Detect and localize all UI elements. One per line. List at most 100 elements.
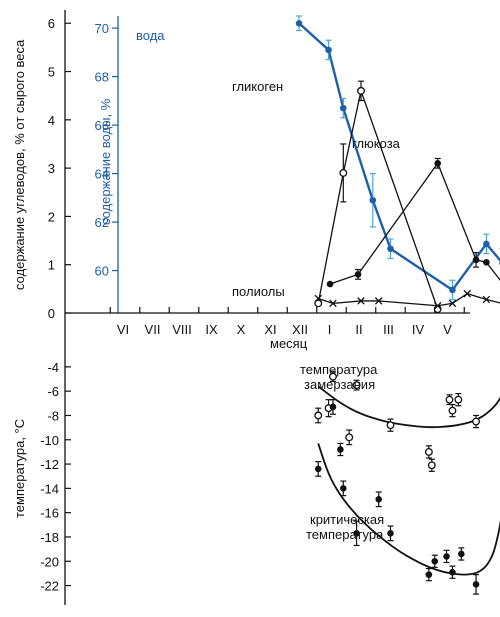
data-point-freezing	[424, 447, 433, 456]
data-point-glycogen	[314, 299, 323, 308]
x-tick-label: X	[237, 322, 246, 337]
y-axis-label-left: содержание углеводов, % от сырого веса	[12, 39, 27, 290]
data-point-polyols	[463, 289, 471, 298]
series-label-freezing-line1: температура	[300, 362, 378, 377]
data-point-polyols	[357, 297, 365, 305]
y-tick-label-right: 70	[95, 21, 109, 36]
data-point-water	[483, 240, 490, 248]
data-point-glucose	[326, 280, 334, 288]
y-tick-label-right: 68	[95, 70, 109, 85]
x-tick-label: V	[443, 322, 452, 337]
data-point-glycogen	[339, 169, 348, 177]
data-point-polyols-stroke	[433, 301, 442, 310]
trend-curve-critical	[317, 443, 500, 576]
series-label-polyols: полиолы	[232, 284, 285, 299]
data-point-water	[449, 286, 456, 294]
y-tick-label-temperature: -10	[40, 433, 59, 448]
series-label-critical-line2: температура	[306, 527, 384, 542]
data-point-polyols	[448, 299, 457, 308]
data-point-freezing	[445, 395, 454, 404]
data-point-glucose	[483, 258, 490, 266]
y-axis-label-temperature: температура, °С	[12, 419, 27, 518]
x-tick-label: IV	[412, 322, 425, 337]
x-tick-label: IX	[205, 322, 218, 337]
x-tick-label: II	[355, 322, 362, 337]
data-point-water	[325, 46, 332, 54]
series-label-glycogen: гликоген	[232, 79, 283, 94]
data-point-critical	[340, 485, 347, 492]
series-label-critical-line1: критическая	[310, 512, 384, 527]
data-point-glucose	[354, 271, 362, 278]
data-point-freezing	[448, 406, 457, 415]
data-point-glucose	[472, 256, 480, 264]
data-point-critical	[314, 465, 322, 473]
data-point-polyols-stroke	[448, 299, 457, 308]
y-tick-label-temperature: -12	[40, 457, 59, 472]
series-line-polyols	[318, 293, 500, 307]
data-point-polyols	[314, 294, 322, 303]
data-point-water	[295, 19, 303, 27]
data-point-polyols-stroke	[329, 299, 337, 308]
data-point-polyols	[374, 297, 383, 305]
y-tick-label-left: 1	[48, 258, 55, 273]
x-tick-label: VI	[117, 322, 129, 337]
data-point-critical	[353, 530, 360, 537]
data-point-critical	[449, 568, 456, 576]
y-tick-label-left: 4	[48, 113, 55, 128]
y-tick-label-left: 0	[48, 306, 55, 321]
data-point-polyols-stroke	[314, 294, 322, 303]
data-point-freezing	[454, 395, 463, 404]
x-tick-label: I	[328, 322, 332, 337]
y-tick-label-right: 64	[95, 167, 109, 182]
chart-labels: вода гликоген глюкоза полиолы месяц соде…	[12, 28, 401, 542]
y-tick-label-temperature: -4	[47, 360, 59, 375]
y-tick-label-left: 6	[48, 16, 55, 31]
y-tick-label-left: 2	[48, 209, 55, 224]
data-point-polyols-stroke	[463, 289, 471, 298]
data-point-glycogen	[433, 305, 442, 314]
y-tick-label-left: 5	[48, 65, 55, 80]
y-tick-label-right: 60	[95, 264, 109, 279]
data-point-freezing	[472, 417, 480, 426]
data-point-glucose	[434, 159, 442, 167]
data-point-polyols-stroke	[374, 297, 383, 305]
y-tick-label-temperature: -16	[40, 506, 59, 521]
data-point-freezing	[329, 372, 337, 381]
y-tick-label-temperature: -18	[40, 530, 59, 545]
data-point-critical	[337, 446, 344, 453]
series-line-water	[298, 22, 500, 292]
data-point-critical	[458, 550, 465, 558]
y-tick-label-temperature: -22	[40, 579, 59, 594]
data-point-critical	[472, 581, 480, 588]
series-label-glucose: глюкоза	[352, 136, 401, 151]
data-point-critical	[425, 571, 433, 578]
data-point-polyols	[329, 299, 337, 308]
data-point-freezing	[386, 421, 395, 430]
data-point-polyols	[433, 301, 442, 310]
y-axis-label-right: содержание воды, %	[98, 98, 113, 225]
series-label-freezing-line2: замерзания	[304, 377, 375, 392]
x-tick-label: III	[383, 322, 394, 337]
data-point-critical	[375, 495, 383, 503]
data-point-water	[340, 104, 347, 112]
data-point-freezing	[314, 411, 323, 420]
y-tick-label-temperature: -8	[47, 408, 59, 423]
axes: 0 1 2 3 4 5 6 60 62 64 66 68 70 -4 -6 -8 -10 -12 -14 -16 -18…	[40, 10, 470, 605]
series-label-water: вода	[136, 28, 165, 43]
data-point-freezing	[427, 461, 436, 470]
data-point-water	[369, 196, 377, 204]
data-point-freezing	[345, 433, 354, 442]
data-point-water	[387, 245, 394, 253]
data-point-critical	[387, 530, 394, 537]
series-line-glycogen	[317, 90, 439, 310]
data-point-polyols-stroke	[357, 297, 365, 305]
x-tick-label: XI	[264, 322, 276, 337]
y-tick-label-temperature: -20	[40, 554, 59, 569]
x-tick-label: VIII	[172, 322, 192, 337]
data-point-polyols	[482, 295, 491, 304]
y-tick-label-right: 62	[95, 215, 109, 230]
data-point-critical	[329, 403, 337, 411]
data-point-critical	[431, 557, 439, 565]
data-point-freezing	[352, 381, 361, 390]
